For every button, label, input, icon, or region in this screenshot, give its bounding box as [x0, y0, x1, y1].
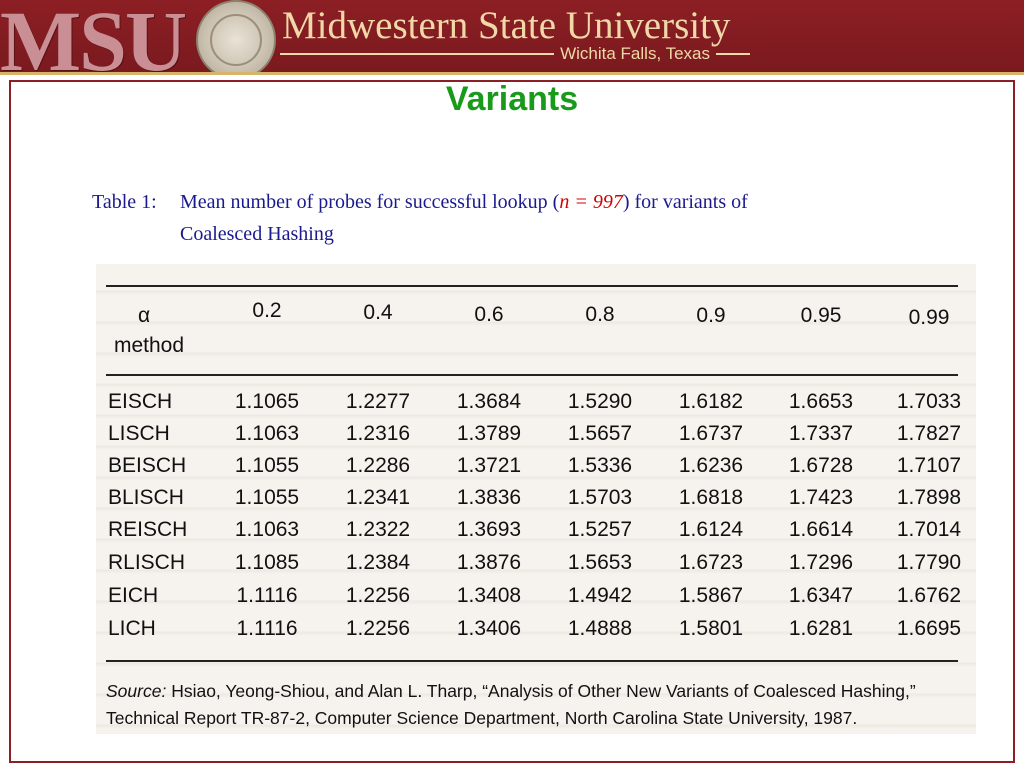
column-header: 0.8	[585, 303, 615, 326]
caption-text-before: Mean number of probes for successful loo…	[180, 191, 560, 213]
table-cell: 1.7827	[896, 422, 962, 445]
table-cell: 1.6347	[788, 584, 854, 607]
table-cell: 1.1063	[234, 422, 300, 445]
table-cell: 1.5657	[567, 422, 633, 445]
table-cell: 1.6281	[788, 617, 854, 640]
table-cell: 1.6762	[896, 584, 962, 607]
alpha-header: α	[138, 304, 151, 327]
caption-n-value: n = 997	[559, 191, 623, 213]
table-rule-bottom	[106, 660, 958, 662]
table-cell: 1.3406	[456, 617, 522, 640]
table-cell: 1.2384	[345, 551, 411, 574]
location-text: Wichita Falls, Texas	[560, 44, 710, 63]
table-cell: 1.3693	[456, 518, 522, 541]
location-rule-right	[716, 53, 750, 55]
table-cell: 1.6653	[788, 390, 854, 413]
table-cell: 1.2286	[345, 454, 411, 477]
msu-logo: MSU	[0, 0, 187, 72]
caption-text-after: ) for variants of	[622, 191, 748, 213]
table-cell: 1.2277	[345, 390, 411, 413]
table-cell: 1.3684	[456, 390, 522, 413]
table-cell: 1.2316	[345, 422, 411, 445]
table-caption: Table 1: Mean number of probes for succe…	[92, 186, 962, 250]
table-cell: 1.5653	[567, 551, 633, 574]
table-cell: 1.7033	[896, 390, 962, 413]
table-cell: 1.1063	[234, 518, 300, 541]
column-header: 0.95	[800, 304, 842, 327]
row-method-name: LISCH	[108, 422, 170, 445]
table-cell: 1.2322	[345, 518, 411, 541]
table-rule-top	[106, 285, 958, 287]
table-cell: 1.7296	[788, 551, 854, 574]
row-method-name: EICH	[108, 584, 159, 607]
table-cell: 1.1116	[236, 617, 298, 640]
row-method-name: RLISCH	[108, 551, 186, 574]
table-cell: 1.1116	[236, 584, 298, 607]
column-header: 0.9	[696, 304, 726, 327]
column-header: 0.2	[252, 299, 282, 322]
table-cell: 1.7898	[896, 486, 962, 509]
table-cell: 1.7107	[896, 454, 962, 477]
row-method-name: REISCH	[108, 518, 188, 541]
table-cell: 1.4888	[567, 617, 633, 640]
table-cell: 1.5703	[567, 486, 633, 509]
scanned-table-background	[96, 264, 976, 734]
table-cell: 1.5801	[678, 617, 744, 640]
university-name: Midwestern State University	[282, 4, 731, 47]
slide-frame	[9, 80, 1015, 763]
table-cell: 1.7790	[896, 551, 962, 574]
row-method-name: BLISCH	[108, 486, 184, 509]
table-cell: 1.6737	[678, 422, 744, 445]
table-cell: 1.3876	[456, 551, 522, 574]
table-cell: 1.5257	[567, 518, 633, 541]
row-method-name: BEISCH	[108, 454, 187, 477]
table-cell: 1.3789	[456, 422, 522, 445]
university-seal-icon	[196, 0, 276, 72]
table-cell: 1.5867	[678, 584, 744, 607]
header-banner: MSU Midwestern State University Wichita …	[0, 0, 1024, 72]
table-cell: 1.5290	[567, 390, 633, 413]
row-method-name: EISCH	[108, 390, 173, 413]
slide-title: Variants	[445, 80, 579, 118]
table-cell: 1.4942	[567, 584, 633, 607]
table-cell: 1.3408	[456, 584, 522, 607]
source-text: Hsiao, Yeong-Shiou, and Alan L. Tharp, “…	[106, 681, 916, 728]
table-cell: 1.1085	[234, 551, 300, 574]
table-cell: 1.3836	[456, 486, 522, 509]
table-cell: 1.5336	[567, 454, 633, 477]
table-cell: 1.7014	[896, 518, 962, 541]
source-label: Source:	[106, 681, 167, 701]
table-cell: 1.2341	[345, 486, 411, 509]
table-cell: 1.1055	[234, 486, 300, 509]
header-divider	[0, 72, 1024, 75]
table-cell: 1.6124	[678, 518, 744, 541]
table-cell: 1.7337	[788, 422, 854, 445]
table-cell: 1.1065	[234, 390, 300, 413]
table-cell: 1.2256	[345, 617, 411, 640]
caption-second-line: Coalesced Hashing	[180, 223, 334, 245]
row-method-name: LICH	[108, 617, 156, 640]
table-cell: 1.6723	[678, 551, 744, 574]
table-cell: 1.6728	[788, 454, 854, 477]
table-cell: 1.1055	[234, 454, 300, 477]
location-rule-left	[280, 53, 555, 55]
table-cell: 1.6695	[896, 617, 962, 640]
method-header: method	[114, 334, 185, 357]
table-cell: 1.2256	[345, 584, 411, 607]
caption-lead: Table 1:	[92, 191, 157, 213]
column-header: 0.6	[474, 303, 504, 326]
column-header: 0.4	[363, 301, 393, 324]
source-citation: Source: Hsiao, Yeong-Shiou, and Alan L. …	[106, 678, 966, 732]
table-cell: 1.3721	[456, 454, 522, 477]
table-cell: 1.6614	[788, 518, 854, 541]
table-rule-middle	[106, 374, 958, 376]
table-cell: 1.6818	[678, 486, 744, 509]
column-header: 0.99	[908, 306, 950, 329]
university-location: Wichita Falls, Texas	[280, 44, 750, 64]
table-cell: 1.7423	[788, 486, 854, 509]
table-cell: 1.6182	[678, 390, 744, 413]
table-cell: 1.6236	[678, 454, 744, 477]
